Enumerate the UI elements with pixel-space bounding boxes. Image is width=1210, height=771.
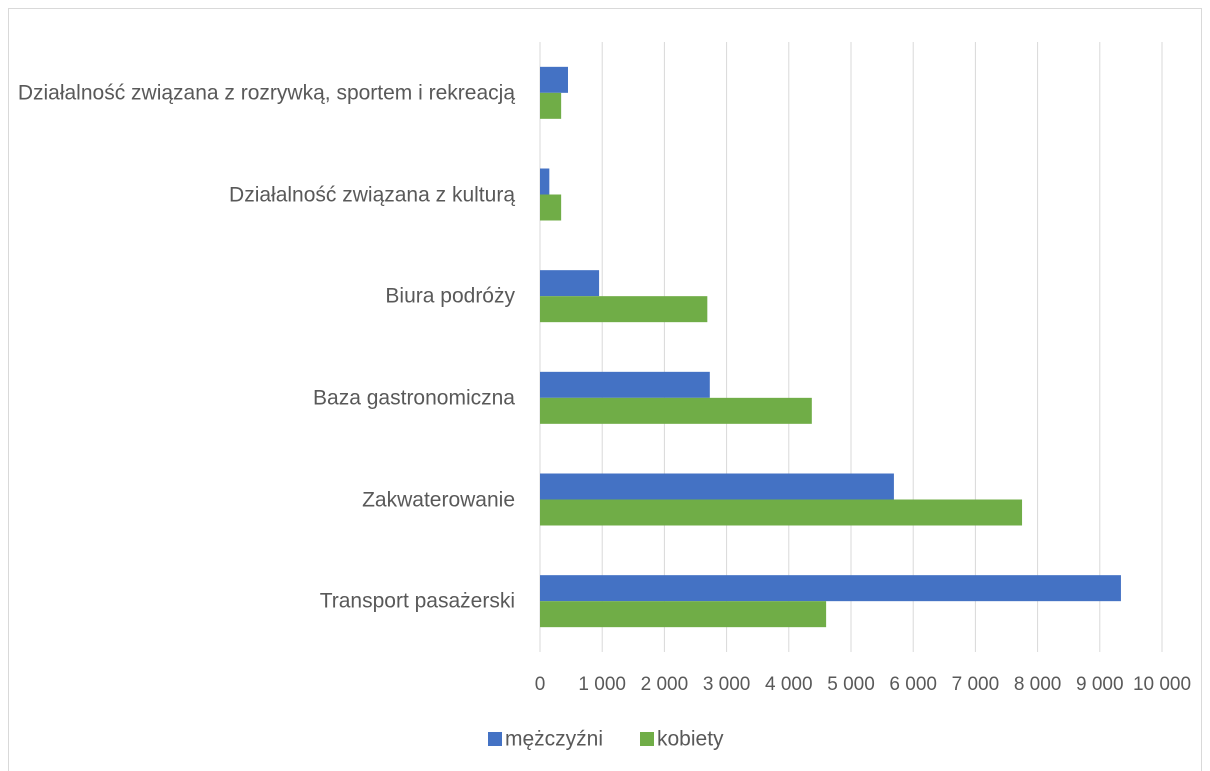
chart-border (8, 8, 1202, 771)
x-tick-label: 10 000 (1133, 674, 1191, 695)
y-tick-label: Baza gastronomiczna (313, 386, 515, 410)
x-tick-label: 7 000 (952, 674, 1000, 695)
bar (540, 270, 600, 297)
y-tick-label: Biura podróży (385, 284, 515, 308)
x-tick-label: 6 000 (889, 674, 937, 695)
bar (540, 499, 1023, 526)
bar (540, 575, 1121, 602)
x-tick-label: 5 000 (827, 674, 875, 695)
bar (540, 601, 827, 628)
bar (540, 168, 550, 195)
x-tick-label: 3 000 (703, 674, 751, 695)
y-tick-label: Transport pasażerski (319, 589, 515, 613)
legend-label: kobiety (657, 728, 724, 751)
x-tick-label: 1 000 (578, 674, 626, 695)
legend-label: mężczyźni (505, 728, 603, 751)
bar (540, 296, 708, 323)
y-tick-label: Zakwaterowanie (362, 488, 515, 511)
legend-swatch (488, 732, 502, 746)
x-tick-label: 0 (535, 674, 546, 695)
bar (540, 194, 562, 221)
bar (540, 92, 562, 119)
x-tick-label: 9 000 (1076, 674, 1124, 695)
y-tick-label: Działalność związana z rozrywką, sportem… (17, 81, 515, 105)
bar (540, 397, 812, 424)
x-tick-label: 2 000 (641, 674, 689, 695)
category-labels: Działalność związana z rozrywką, sportem… (15, 0, 515, 771)
x-tick-label: 8 000 (1014, 674, 1062, 695)
y-tick-label: Działalność związana z kulturą (229, 183, 515, 206)
x-tick-label: 4 000 (765, 674, 813, 695)
bar (540, 66, 568, 93)
legend-swatch (640, 732, 654, 746)
bar (540, 371, 710, 398)
bar (540, 473, 894, 500)
